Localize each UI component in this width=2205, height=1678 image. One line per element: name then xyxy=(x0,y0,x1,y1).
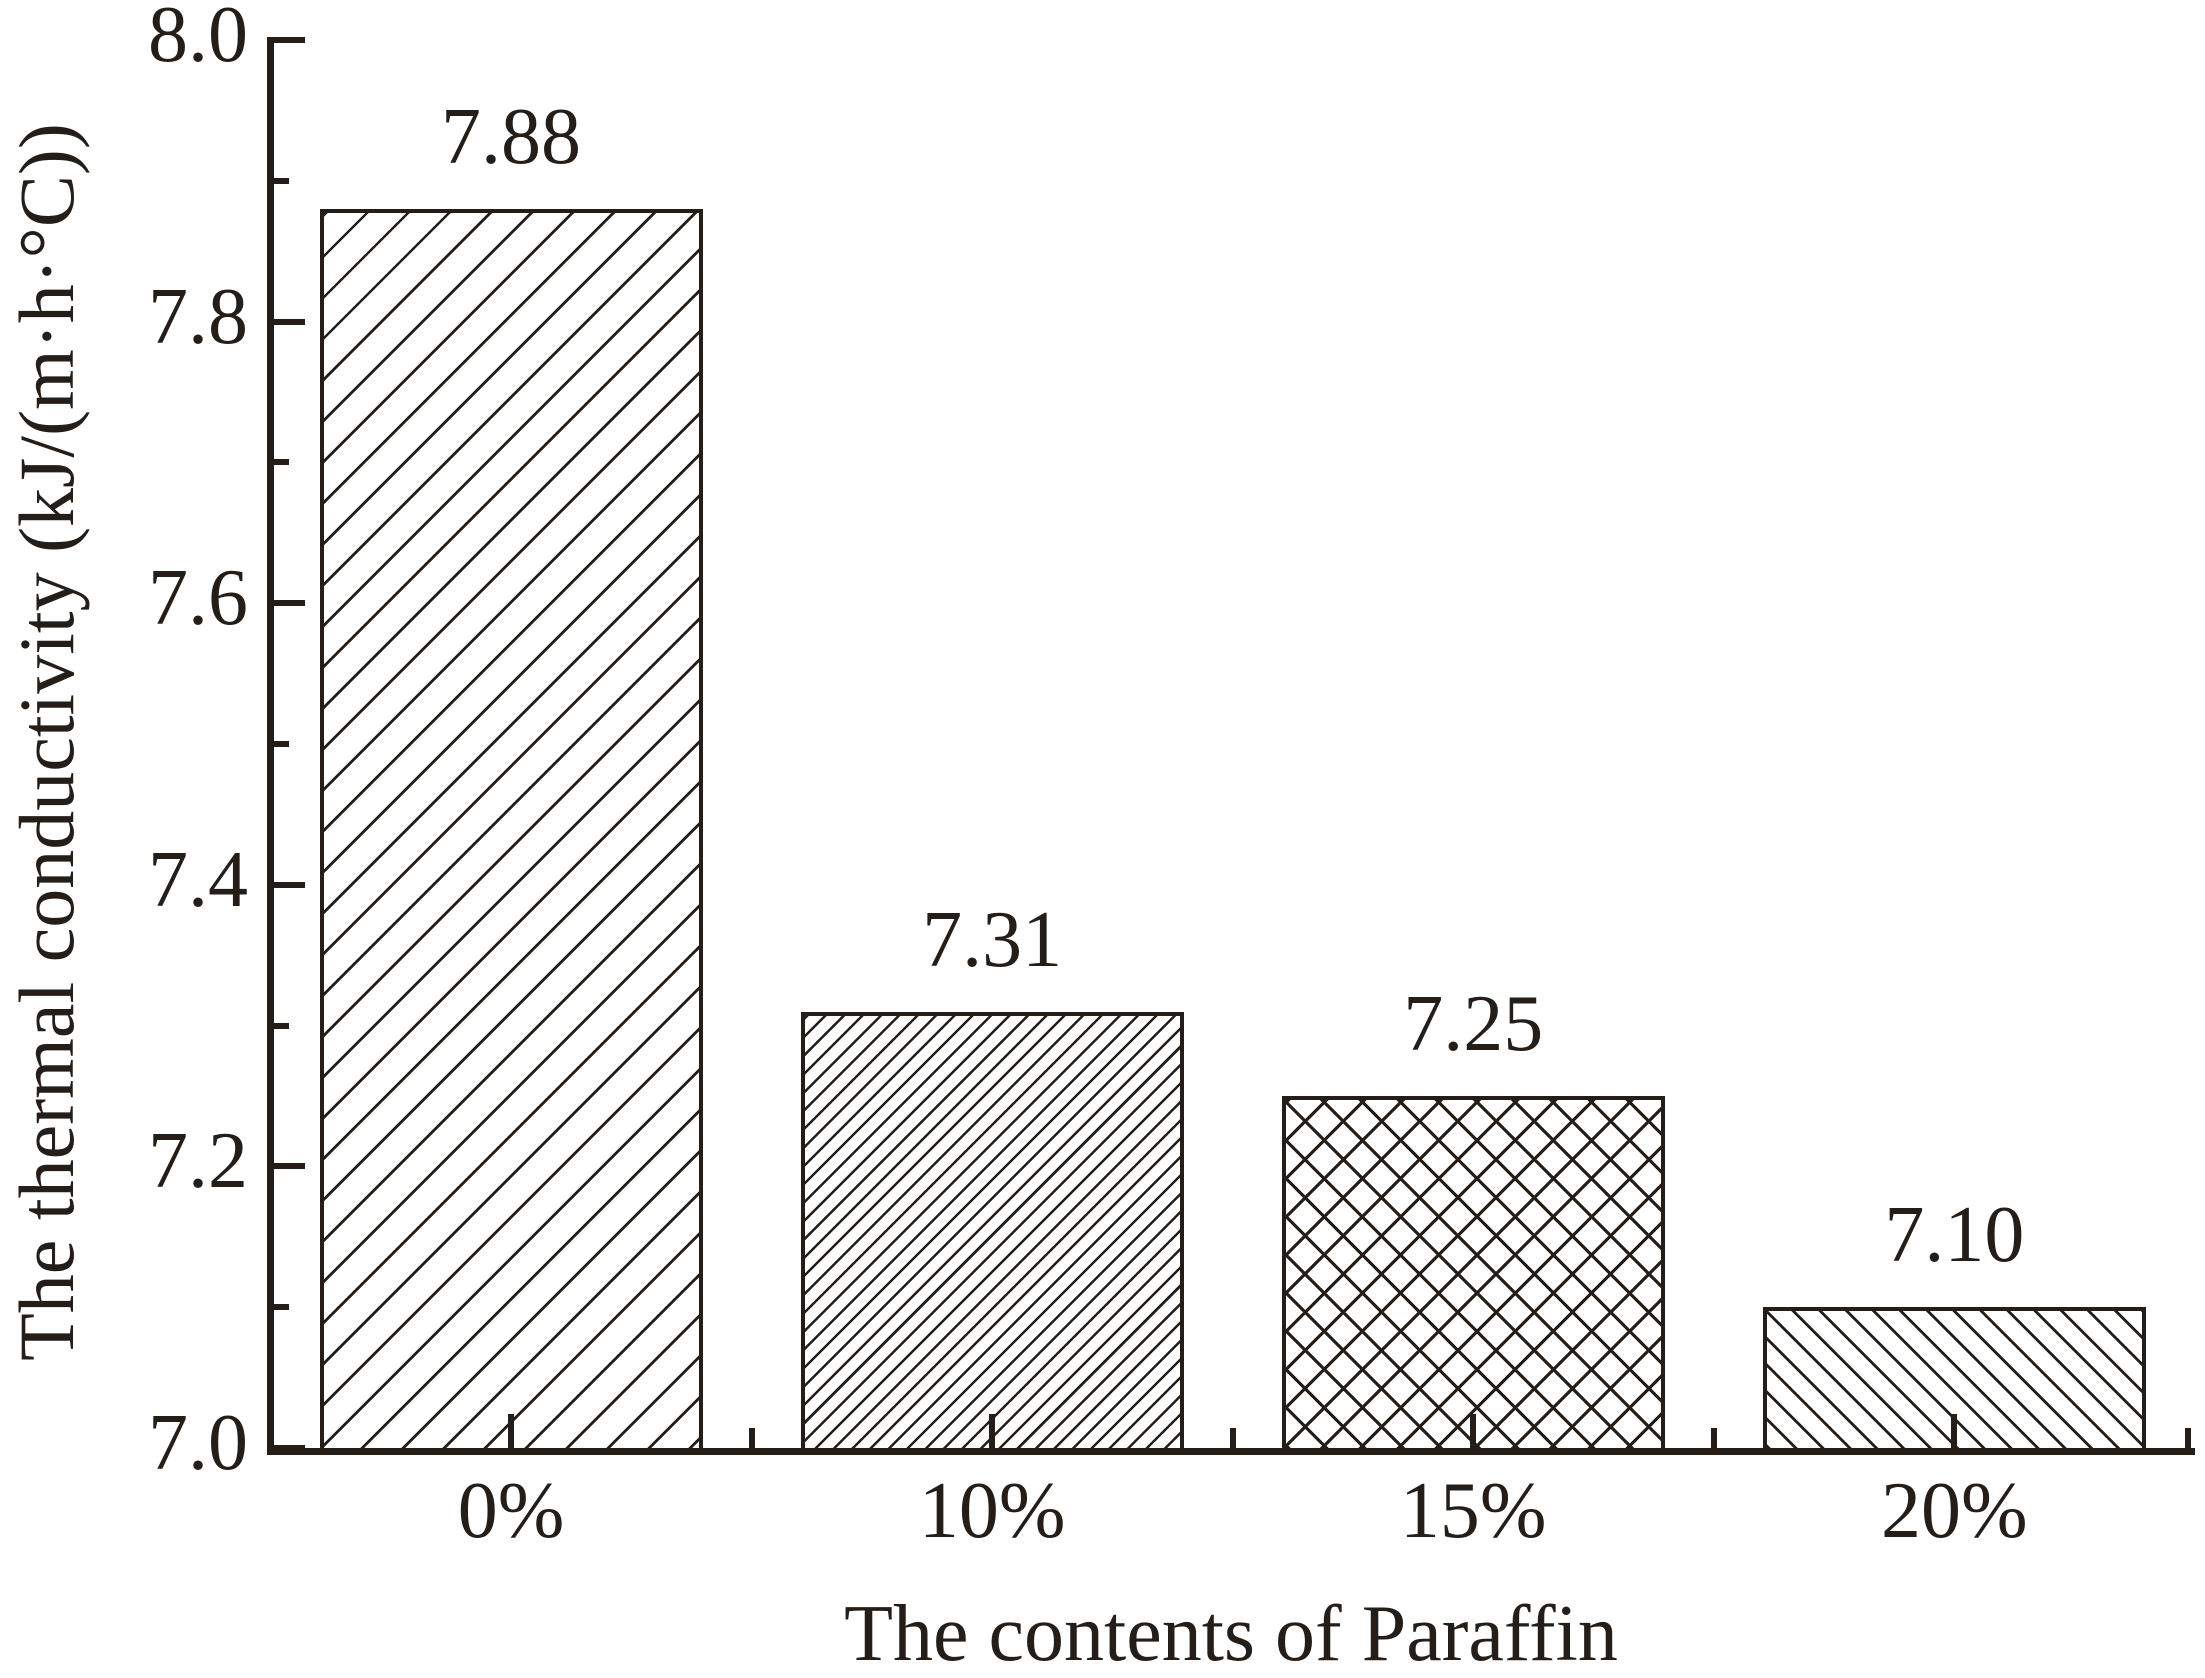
x-tick-label-10%: 10% xyxy=(918,1467,1066,1555)
x-axis-major-tick xyxy=(508,1414,515,1448)
x-axis-title: The contents of Paraffin xyxy=(844,1590,1618,1678)
y-axis-title: The thermal conductivity (kJ/(m·h·°C)) xyxy=(3,123,90,1361)
y-axis-minor-tick xyxy=(267,1304,289,1311)
y-axis-major-tick xyxy=(267,881,305,888)
bar-15% xyxy=(1281,1096,1665,1452)
x-axis-minor-tick xyxy=(1710,1428,1717,1448)
y-tick-label-7.4: 7.4 xyxy=(148,835,248,924)
y-axis-major-tick xyxy=(267,318,305,325)
x-axis-line xyxy=(267,1448,2195,1455)
x-axis-minor-tick xyxy=(1229,1428,1236,1448)
x-axis-major-tick xyxy=(1951,1414,1958,1448)
y-axis-line xyxy=(267,37,274,1455)
y-tick-label-7.2: 7.2 xyxy=(148,1117,248,1206)
x-tick-label-0%: 0% xyxy=(457,1467,565,1555)
y-axis-minor-tick xyxy=(267,1022,289,1029)
y-tick-label-7.0: 7.0 xyxy=(148,1399,248,1487)
y-axis-major-tick xyxy=(267,600,305,607)
y-axis-minor-tick xyxy=(267,459,289,466)
bar-value-label: 7.10 xyxy=(1884,1191,2025,1280)
y-axis-minor-tick xyxy=(267,177,289,184)
x-axis-minor-tick xyxy=(2185,1428,2191,1448)
y-tick-label-7.6: 7.6 xyxy=(148,554,248,643)
x-tick-label-20%: 20% xyxy=(1881,1467,2028,1555)
x-axis-minor-tick xyxy=(748,1428,755,1448)
y-tick-label-8.0: 8.0 xyxy=(148,0,248,79)
bar-0% xyxy=(319,208,703,1452)
bar-value-label: 7.31 xyxy=(922,895,1063,984)
y-tick-label-7.8: 7.8 xyxy=(148,272,248,361)
bar-value-label: 7.88 xyxy=(441,92,582,181)
y-axis-minor-tick xyxy=(267,741,289,747)
x-axis-major-tick xyxy=(989,1414,996,1448)
bar-value-label: 7.25 xyxy=(1403,980,1544,1068)
x-tick-label-15%: 15% xyxy=(1399,1467,1547,1555)
x-axis-major-tick xyxy=(1470,1414,1477,1448)
y-axis-major-tick xyxy=(267,37,305,43)
bar-10% xyxy=(800,1011,1184,1452)
y-axis-major-tick xyxy=(267,1163,305,1170)
